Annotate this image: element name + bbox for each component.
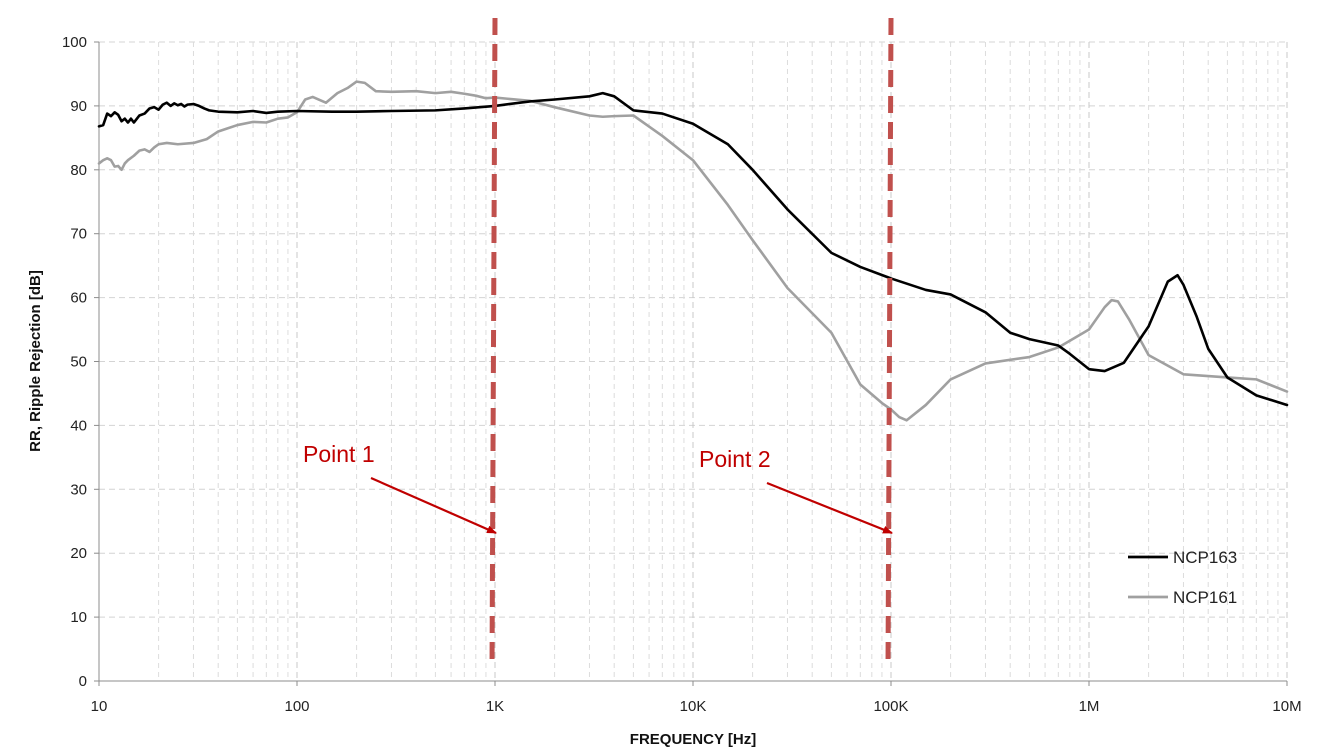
y-tick-label: 30 (70, 481, 87, 498)
annotation-arrow-point-1 (370, 476, 497, 535)
y-tick-label: 20 (70, 545, 87, 562)
x-tick-label: 10 (91, 698, 108, 715)
marker-line-point-1 (489, 17, 498, 669)
x-axis-title: FREQUENCY [Hz] (630, 731, 756, 748)
y-tick-label: 40 (70, 417, 87, 434)
legend: NCP163 NCP161 (1128, 548, 1237, 607)
y-tick-label: 90 (70, 98, 87, 115)
y-tick-label: 50 (70, 354, 87, 371)
x-tick-label: 10M (1272, 698, 1301, 715)
x-tick-label: 10K (680, 698, 707, 715)
legend-label-ncp161: NCP161 (1173, 588, 1237, 607)
y-tick-label: 10 (70, 609, 87, 626)
annotation-arrow-point-2 (766, 481, 893, 535)
y-tick-label: 0 (79, 673, 87, 690)
y-tick-label: 70 (70, 226, 87, 243)
x-tick-label: 100 (284, 698, 309, 715)
annotation-label-point-1: Point 1 (303, 441, 375, 467)
series-line-ncp163 (97, 91, 1289, 407)
y-axis-title: RR, Ripple Rejection [dB] (27, 270, 44, 452)
y-tick-label: 60 (70, 290, 87, 307)
y-tick-label: 100 (62, 34, 87, 51)
series-lines (97, 80, 1289, 422)
annotation-label-point-2: Point 2 (699, 446, 771, 472)
annotations: Point 1 Point 2 (303, 17, 894, 669)
x-tick-label: 1M (1079, 698, 1100, 715)
marker-line-point-2 (885, 17, 894, 669)
x-tick-label: 100K (873, 698, 908, 715)
series-line-ncp161 (97, 80, 1289, 422)
grid (99, 41, 1288, 681)
x-tick-label: 1K (486, 698, 504, 715)
legend-label-ncp163: NCP163 (1173, 548, 1237, 567)
y-tick-label: 80 (70, 162, 87, 179)
